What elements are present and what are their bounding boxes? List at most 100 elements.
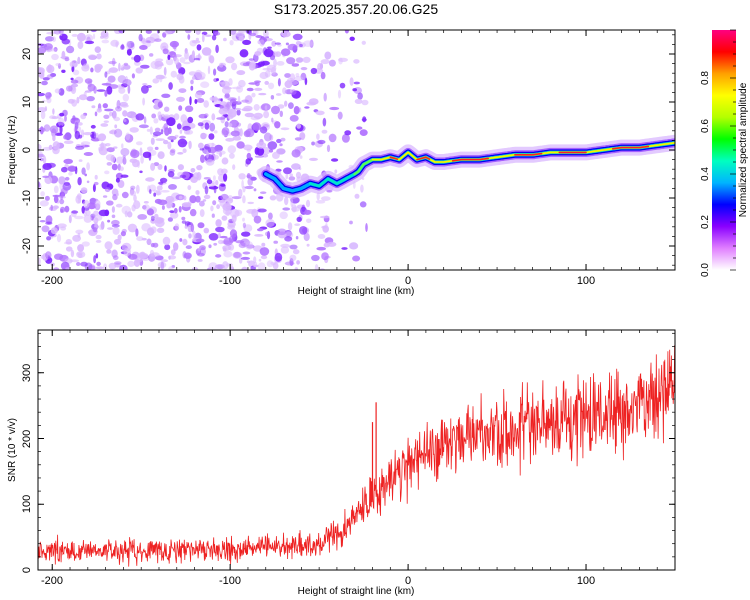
noise-blob <box>93 181 99 186</box>
noise-blob <box>337 89 342 99</box>
noise-blob <box>123 119 127 122</box>
noise-blob <box>212 200 217 206</box>
noise-blob <box>316 246 327 251</box>
noise-blob <box>59 199 65 205</box>
noise-blob <box>246 173 251 179</box>
noise-blob <box>272 151 280 159</box>
noise-blob <box>299 132 306 140</box>
noise-blob <box>273 58 277 68</box>
noise-blob <box>109 130 114 134</box>
noise-blob <box>326 190 333 193</box>
noise-blob <box>191 50 195 59</box>
noise-blob <box>167 135 177 141</box>
spec-ytick-label: -20 <box>21 238 33 254</box>
noise-blob <box>155 138 165 142</box>
noise-blob <box>252 122 262 131</box>
noise-blob <box>238 79 246 88</box>
noise-blob <box>211 34 217 41</box>
noise-blob <box>68 215 72 224</box>
noise-blob <box>127 211 133 218</box>
noise-blob <box>170 70 177 78</box>
noise-blob <box>194 92 202 99</box>
noise-blob <box>214 31 221 36</box>
noise-blob <box>45 251 52 259</box>
noise-blob <box>283 167 292 175</box>
snr-xtick-label: -100 <box>219 575 241 587</box>
noise-blob <box>285 173 289 180</box>
noise-blob <box>38 107 47 113</box>
noise-blob <box>187 185 192 191</box>
noise-blob <box>153 162 160 167</box>
noise-blob <box>43 43 53 51</box>
noise-blob <box>66 45 75 54</box>
noise-blob <box>162 236 171 246</box>
noise-blob <box>117 180 125 188</box>
noise-blob <box>50 227 58 235</box>
noise-blob <box>253 215 262 224</box>
noise-blob <box>359 201 367 208</box>
noise-blob <box>184 105 194 113</box>
noise-blob <box>168 184 177 190</box>
noise-blob <box>179 238 183 242</box>
noise-blob <box>299 43 303 48</box>
noise-blob <box>295 73 300 78</box>
noise-blob <box>270 261 277 266</box>
noise-blob <box>279 110 283 118</box>
noise-blob <box>178 206 182 213</box>
noise-blob <box>322 225 330 233</box>
noise-blob <box>215 226 225 233</box>
noise-blob <box>261 242 266 247</box>
noise-blob <box>236 122 242 127</box>
noise-blob <box>179 129 183 134</box>
noise-blob <box>53 185 59 194</box>
noise-blob <box>94 199 101 209</box>
noise-blob <box>276 138 282 144</box>
colorbar-tick-label: 0.6 <box>700 119 711 133</box>
noise-blob <box>250 115 261 121</box>
noise-blob <box>115 203 123 208</box>
noise-blob <box>84 40 95 45</box>
noise-blob <box>167 217 173 222</box>
noise-blob <box>239 128 243 137</box>
noise-blob <box>81 205 85 214</box>
noise-blob <box>349 242 359 250</box>
noise-blob <box>361 99 369 106</box>
noise-blob <box>331 158 339 162</box>
noise-blob <box>211 142 215 147</box>
noise-blob <box>150 242 155 248</box>
noise-blob <box>77 244 85 252</box>
noise-blob <box>237 95 241 103</box>
noise-blob <box>254 155 264 158</box>
noise-blob <box>302 56 311 64</box>
noise-blob <box>52 36 56 42</box>
noise-blob <box>94 174 98 180</box>
noise-blob <box>115 177 120 183</box>
noise-blob <box>121 43 125 50</box>
snr-y-ticklabels: 0 100 200 300 <box>21 364 33 573</box>
noise-blob <box>150 162 156 171</box>
noise-blob <box>76 262 81 266</box>
noise-blob <box>191 40 201 44</box>
noise-blob <box>77 32 86 42</box>
noise-blob <box>311 141 315 146</box>
noise-blob <box>163 114 171 119</box>
noise-blob <box>326 144 331 153</box>
noise-blob <box>127 84 131 94</box>
noise-blob <box>55 62 62 67</box>
noise-blob <box>95 266 104 270</box>
noise-blob <box>177 152 184 155</box>
noise-blob <box>183 252 192 259</box>
noise-blob <box>52 108 55 115</box>
spectrogram-ylabel: Frequency (Hz) <box>7 116 18 185</box>
noise-blob <box>189 208 197 217</box>
noise-blob <box>213 130 218 134</box>
noise-blob <box>93 86 97 94</box>
noise-blob <box>84 262 93 270</box>
noise-blob <box>169 149 176 156</box>
spectrogram-x-ticklabels: -200 -100 0 100 <box>41 275 595 287</box>
noise-blob <box>205 159 215 166</box>
noise-blob <box>269 195 277 201</box>
noise-blob <box>254 87 263 91</box>
spec-xtick-label: -100 <box>219 275 241 287</box>
noise-blob <box>75 229 84 234</box>
